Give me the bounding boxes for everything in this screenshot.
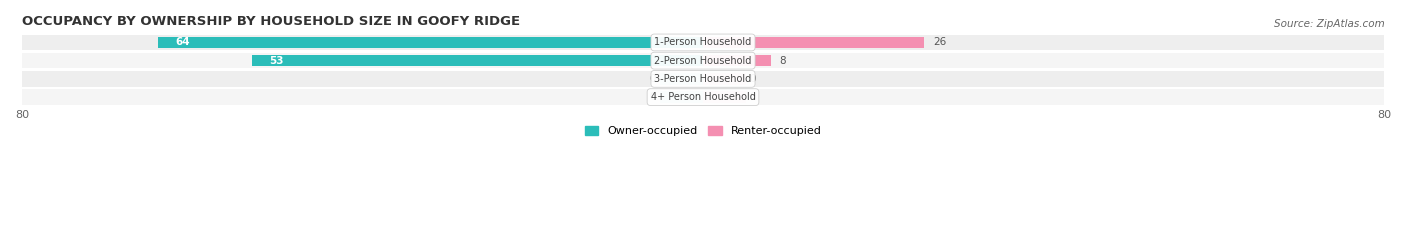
- Bar: [661, 92, 703, 103]
- Text: 0: 0: [650, 74, 657, 84]
- Bar: [22, 71, 1384, 86]
- Text: 0: 0: [650, 92, 657, 102]
- Text: Source: ZipAtlas.com: Source: ZipAtlas.com: [1274, 19, 1385, 29]
- Text: 0: 0: [749, 92, 756, 102]
- Bar: [159, 37, 703, 48]
- Text: 1-Person Household: 1-Person Household: [654, 38, 752, 48]
- Bar: [703, 73, 745, 85]
- Text: 3-Person Household: 3-Person Household: [654, 74, 752, 84]
- Bar: [22, 89, 1384, 105]
- Bar: [22, 53, 1384, 68]
- Bar: [703, 55, 770, 66]
- Text: 4+ Person Household: 4+ Person Household: [651, 92, 755, 102]
- Bar: [661, 73, 703, 85]
- Bar: [252, 55, 703, 66]
- Text: 26: 26: [932, 38, 946, 48]
- Bar: [22, 35, 1384, 50]
- Legend: Owner-occupied, Renter-occupied: Owner-occupied, Renter-occupied: [581, 121, 825, 141]
- Text: 64: 64: [176, 38, 190, 48]
- Bar: [703, 37, 924, 48]
- Text: 0: 0: [749, 74, 756, 84]
- Text: 2-Person Household: 2-Person Household: [654, 56, 752, 66]
- Text: 53: 53: [269, 56, 284, 66]
- Text: OCCUPANCY BY OWNERSHIP BY HOUSEHOLD SIZE IN GOOFY RIDGE: OCCUPANCY BY OWNERSHIP BY HOUSEHOLD SIZE…: [22, 15, 520, 28]
- Text: 8: 8: [779, 56, 786, 66]
- Bar: [703, 92, 745, 103]
